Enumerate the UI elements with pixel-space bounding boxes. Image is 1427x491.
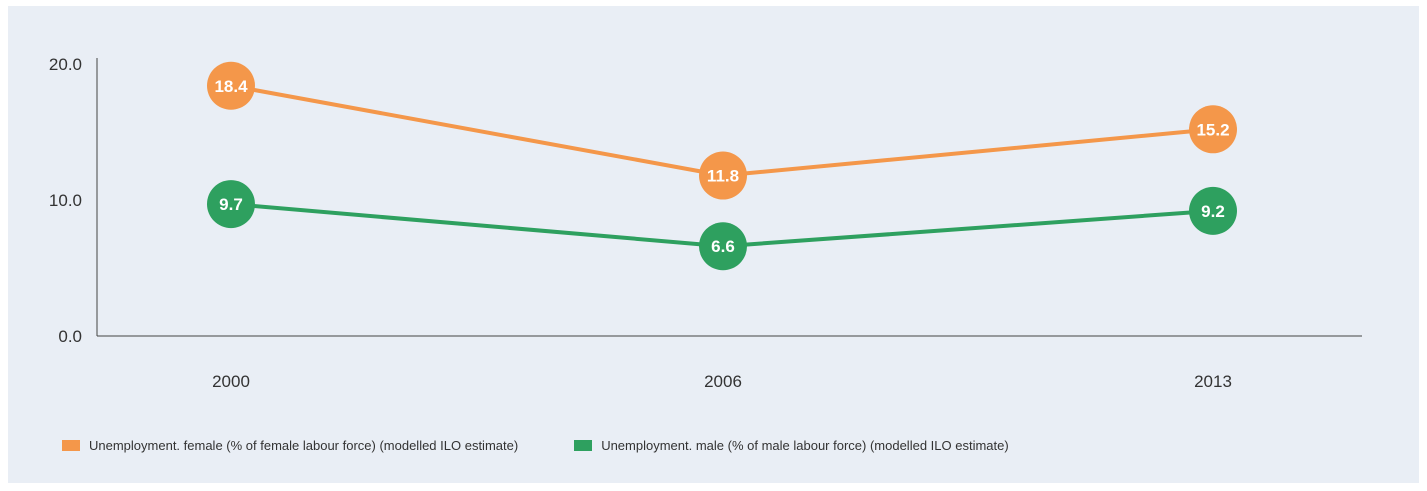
x-tick-label: 2013 xyxy=(1194,372,1232,391)
chart-axes: 0.0 10.0 20.0 2000 2006 2013 xyxy=(49,55,1362,391)
legend-item-male: Unemployment. male (% of male labour for… xyxy=(574,438,1009,453)
legend-swatch-female xyxy=(62,440,80,451)
y-tick-label: 20.0 xyxy=(49,55,82,74)
data-point xyxy=(699,151,747,200)
legend-swatch-male xyxy=(574,440,593,451)
legend-item-female: Unemployment. female (% of female labour… xyxy=(62,438,518,453)
data-point xyxy=(207,180,255,229)
y-tick-label: 10.0 xyxy=(49,191,82,210)
data-label: 15.2 xyxy=(1196,120,1229,139)
x-tick-label: 2006 xyxy=(704,372,742,391)
chart-legend: Unemployment. female (% of female labour… xyxy=(62,438,1065,453)
data-label: 11.8 xyxy=(707,167,739,186)
data-label: 18.4 xyxy=(214,77,248,96)
x-tick-label: 2000 xyxy=(212,372,250,391)
data-label: 9.2 xyxy=(1201,202,1225,221)
data-point xyxy=(699,222,747,271)
data-point xyxy=(207,61,255,110)
data-point xyxy=(1189,186,1237,235)
series-points: 18.4 11.8 15.2 9.7 6.6 9.2 xyxy=(207,61,1237,271)
legend-label-male: Unemployment. male (% of male labour for… xyxy=(601,438,1009,453)
data-label: 6.6 xyxy=(711,237,735,256)
data-point xyxy=(1189,105,1237,154)
data-label: 9.7 xyxy=(219,195,243,214)
legend-label-female: Unemployment. female (% of female labour… xyxy=(89,438,519,453)
y-tick-label: 0.0 xyxy=(58,327,82,346)
